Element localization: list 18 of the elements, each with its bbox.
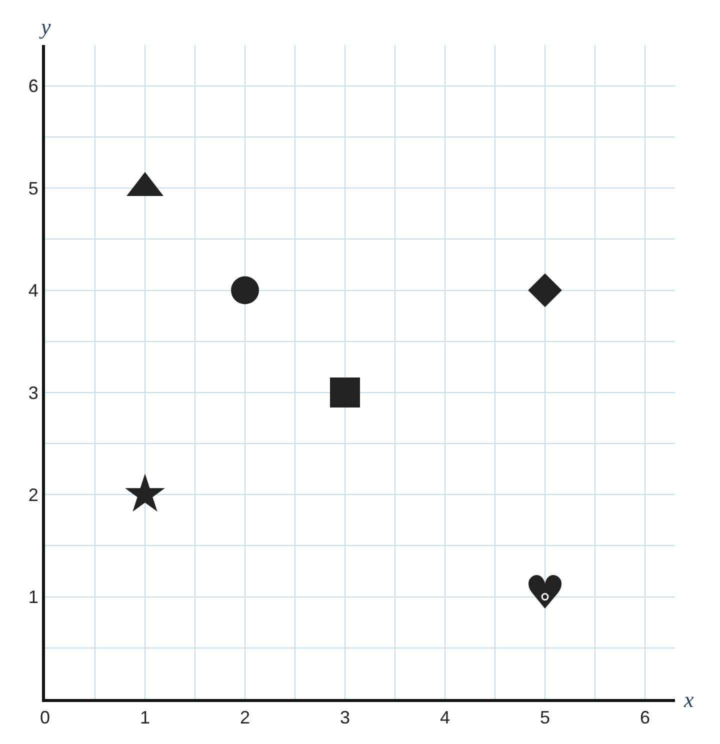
y-tick-label: 2 — [28, 484, 38, 505]
x-tick-label: 2 — [240, 708, 250, 728]
point — [528, 273, 562, 308]
x-tick-label: 6 — [640, 708, 650, 728]
y-tick-label: 4 — [28, 280, 38, 301]
x-tick-label: 3 — [340, 708, 350, 728]
y-tick-label: 1 — [28, 587, 38, 608]
y-tick-label: 6 — [28, 76, 38, 96]
y-axis-title: y — [39, 14, 51, 39]
y-tick-label: 5 — [28, 178, 38, 198]
x-tick-label: 0 — [40, 708, 50, 728]
point — [231, 276, 259, 304]
point — [330, 377, 360, 408]
x-tick-label: 4 — [440, 708, 450, 728]
x-axis-title: x — [683, 687, 694, 712]
x-tick-label: 5 — [540, 708, 550, 728]
x-tick-label: 1 — [140, 708, 150, 728]
y-tick-label: 3 — [28, 382, 38, 403]
